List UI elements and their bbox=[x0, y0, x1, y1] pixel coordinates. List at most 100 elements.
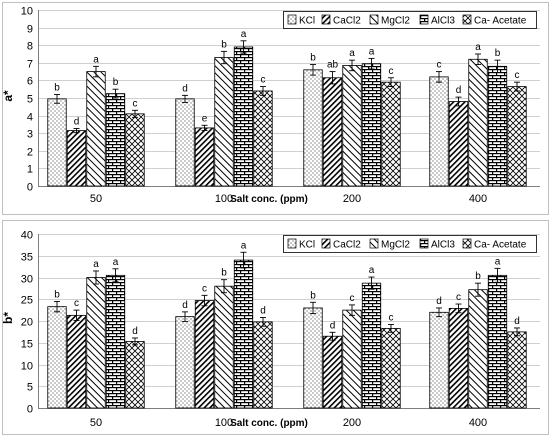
legend-label: Ca- Acetate bbox=[474, 16, 527, 27]
data-label: d bbox=[436, 296, 442, 307]
data-label: d bbox=[132, 326, 138, 337]
bar bbox=[125, 341, 145, 409]
y-tick-label: 30 bbox=[21, 274, 33, 286]
bar bbox=[342, 65, 362, 187]
data-label: a bbox=[369, 46, 375, 57]
bar bbox=[487, 274, 508, 409]
x-tick-label: 200 bbox=[343, 193, 361, 205]
data-label: b bbox=[221, 268, 227, 279]
legend: KCl CaCl2 MgCl2 AlCl3 Ca- Acetate bbox=[283, 11, 537, 29]
bar bbox=[468, 289, 488, 409]
bar bbox=[322, 335, 343, 409]
chart-frame bbox=[2, 220, 549, 435]
legend: KCl CaCl2 MgCl2 AlCl3 Ca- Acetate bbox=[283, 235, 537, 253]
bar bbox=[507, 331, 527, 409]
y-tick-label: 4 bbox=[27, 112, 33, 124]
y-tick-label: 15 bbox=[21, 339, 33, 351]
data-label: c bbox=[133, 98, 138, 109]
data-label: b bbox=[113, 77, 119, 88]
data-label: a bbox=[113, 257, 119, 268]
data-label: ab bbox=[327, 60, 339, 71]
x-tick-label: 100 bbox=[215, 417, 233, 429]
x-axis-title: Salt conc. (ppm) bbox=[230, 194, 308, 205]
legend-swatch bbox=[287, 238, 297, 249]
legend-swatch bbox=[321, 14, 331, 25]
bar bbox=[448, 101, 469, 187]
bar bbox=[105, 93, 126, 187]
y-axis-title: a* bbox=[1, 90, 15, 102]
x-tick-label: 100 bbox=[215, 193, 233, 205]
y-tick-label: 0 bbox=[27, 404, 33, 416]
data-label: c bbox=[74, 298, 79, 309]
chart-1: 0 1 2 3 4 5 6 7 8 9 10 a* 50 100 200 400 Salt conc. (ppm… bbox=[1, 2, 549, 215]
bar bbox=[322, 77, 343, 187]
bar bbox=[66, 314, 87, 409]
data-label: a bbox=[495, 256, 501, 267]
bar bbox=[194, 127, 215, 187]
data-label: c bbox=[437, 60, 442, 71]
legend-label: AlCl3 bbox=[431, 240, 455, 251]
chart-2: 0 5 10 15 20 25 30 35 40 b* 50 100 200 400 Salt conc. … bbox=[1, 220, 549, 435]
bar bbox=[175, 98, 195, 187]
legend-label: Ca- Acetate bbox=[474, 240, 527, 251]
data-label: a bbox=[475, 42, 481, 53]
bar bbox=[66, 130, 87, 187]
y-tick-label: 2 bbox=[27, 147, 33, 159]
data-label: d bbox=[182, 300, 188, 311]
data-label: a bbox=[349, 48, 355, 59]
bar bbox=[105, 274, 126, 409]
data-label: c bbox=[389, 312, 394, 323]
bar bbox=[175, 316, 195, 409]
x-tick-label: 50 bbox=[90, 417, 102, 429]
legend-label: MgCl2 bbox=[381, 240, 410, 251]
data-label: a bbox=[369, 265, 375, 276]
bar bbox=[429, 311, 449, 409]
legend-label: KCl bbox=[299, 240, 315, 251]
data-label: c bbox=[350, 293, 355, 304]
data-label: c bbox=[456, 292, 461, 303]
y-axis-title: b* bbox=[1, 312, 15, 324]
x-tick-label: 400 bbox=[469, 417, 487, 429]
data-label: a bbox=[93, 259, 99, 270]
data-label: a bbox=[241, 29, 247, 40]
bar bbox=[381, 81, 401, 187]
legend-swatch bbox=[287, 14, 297, 25]
bar bbox=[86, 71, 106, 187]
bar bbox=[361, 282, 382, 409]
data-label: c bbox=[202, 283, 207, 294]
y-tick-label: 0 bbox=[27, 182, 33, 194]
legend-swatch bbox=[419, 14, 429, 25]
legend-swatch bbox=[369, 14, 379, 25]
bar bbox=[487, 65, 508, 187]
data-label: e bbox=[202, 113, 208, 124]
y-tick-label: 7 bbox=[27, 59, 33, 71]
data-label: d bbox=[514, 316, 520, 327]
data-label: c bbox=[389, 66, 394, 77]
bar bbox=[381, 327, 401, 409]
bar bbox=[429, 76, 449, 187]
legend-swatch bbox=[321, 238, 331, 249]
bar bbox=[214, 285, 234, 409]
data-label: d bbox=[182, 83, 188, 94]
bar bbox=[253, 90, 273, 187]
data-label: a bbox=[241, 240, 247, 251]
data-label: b bbox=[495, 48, 501, 59]
data-label: d bbox=[456, 85, 462, 96]
bar bbox=[253, 321, 273, 409]
legend-label: AlCl3 bbox=[431, 16, 455, 27]
legend-label: KCl bbox=[299, 16, 315, 27]
y-tick-label: 20 bbox=[21, 317, 33, 329]
data-label: a bbox=[93, 54, 99, 65]
bar bbox=[303, 69, 323, 187]
y-tick-label: 5 bbox=[27, 94, 33, 106]
y-tick-label: 5 bbox=[27, 382, 33, 394]
legend-swatch bbox=[419, 238, 429, 249]
bar bbox=[303, 307, 323, 409]
data-label: d bbox=[260, 306, 266, 317]
bar bbox=[507, 86, 527, 187]
legend-swatch bbox=[462, 238, 472, 249]
bar bbox=[214, 57, 234, 187]
data-label: b bbox=[310, 290, 316, 301]
legend-swatch bbox=[462, 14, 472, 25]
